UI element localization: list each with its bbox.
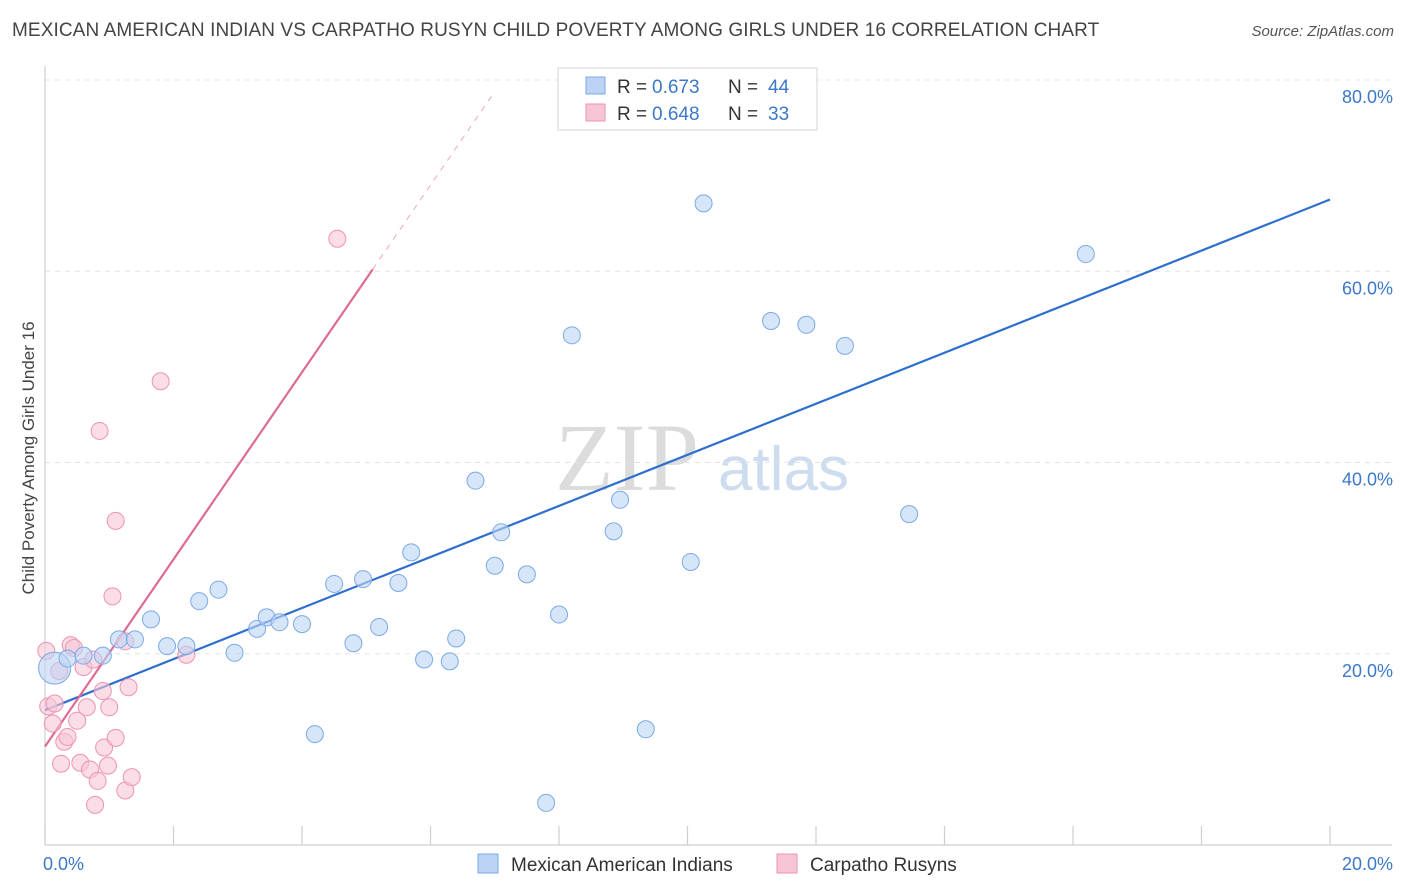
data-point xyxy=(492,523,511,542)
y-tick-label: 40.0% xyxy=(1342,470,1393,490)
data-point xyxy=(151,372,170,391)
data-point xyxy=(604,522,623,541)
y-axis-label: Child Poverty Among Girls Under 16 xyxy=(19,321,38,594)
legend-n-label: N = xyxy=(728,104,758,125)
y-tick-label: 20.0% xyxy=(1342,661,1393,681)
data-point xyxy=(86,795,105,814)
data-point xyxy=(125,630,144,649)
data-point xyxy=(106,728,125,747)
series-legend: Mexican American Indians Carpatho Rusyns xyxy=(477,853,957,876)
legend-swatch xyxy=(585,103,606,122)
series-legend-swatch xyxy=(477,853,499,874)
data-point xyxy=(68,711,87,730)
data-point xyxy=(103,587,122,606)
data-point xyxy=(88,771,107,790)
data-point xyxy=(98,756,117,775)
data-point xyxy=(328,229,347,248)
correlation-legend: R = 0.673 N = 44 R = 0.648 N = 33 xyxy=(557,67,818,131)
data-point xyxy=(142,610,161,629)
data-point xyxy=(354,570,373,589)
trend-line-extension xyxy=(372,91,496,270)
legend-r-label: R = xyxy=(617,104,647,125)
data-point xyxy=(45,694,64,713)
data-point xyxy=(177,637,196,656)
data-point xyxy=(248,619,267,638)
data-point xyxy=(93,682,112,701)
data-point xyxy=(415,650,434,669)
data-point xyxy=(835,336,854,355)
data-point xyxy=(636,720,655,739)
data-point xyxy=(440,652,459,671)
data-point xyxy=(209,580,228,599)
x-tick-label: 0.0% xyxy=(43,854,84,874)
watermark: ZIP atlas xyxy=(555,404,849,511)
data-point xyxy=(43,714,62,733)
legend-r-value: 0.673 xyxy=(652,77,700,98)
data-point xyxy=(562,326,581,345)
data-point xyxy=(122,768,141,787)
data-point xyxy=(58,649,77,668)
series-legend-label: Mexican American Indians xyxy=(511,855,733,876)
data-point xyxy=(74,646,93,665)
legend-swatch xyxy=(585,76,606,95)
x-tick-label: 20.0% xyxy=(1342,854,1393,874)
trend-line xyxy=(44,268,374,748)
data-point xyxy=(100,698,119,717)
data-point xyxy=(344,634,363,653)
data-point xyxy=(550,605,568,624)
legend-n-label: N = xyxy=(728,77,758,98)
grid xyxy=(45,79,1392,655)
y-tick-label: 60.0% xyxy=(1342,278,1393,298)
data-point xyxy=(93,646,112,665)
data-point xyxy=(681,552,700,571)
data-point xyxy=(190,592,209,611)
legend-n-value: 33 xyxy=(768,104,789,125)
data-point xyxy=(466,471,485,490)
data-points xyxy=(37,93,1095,814)
data-point xyxy=(158,637,177,656)
data-point xyxy=(106,511,125,530)
data-point xyxy=(370,617,389,636)
data-point xyxy=(95,738,114,757)
data-point xyxy=(58,727,77,746)
data-point xyxy=(517,565,536,584)
data-point xyxy=(109,630,128,649)
y-tick-label: 80.0% xyxy=(1342,87,1393,107)
data-point xyxy=(119,678,138,697)
data-point xyxy=(900,505,919,524)
series-legend-swatch xyxy=(776,853,798,874)
series-legend-label: Carpatho Rusyns xyxy=(810,855,957,876)
data-point xyxy=(762,311,781,330)
chart-source: Source: ZipAtlas.com xyxy=(1251,23,1394,40)
data-point xyxy=(694,194,713,213)
data-point xyxy=(225,643,244,662)
data-point xyxy=(90,421,109,440)
watermark-zip: ZIP xyxy=(555,404,699,511)
data-point xyxy=(537,793,556,812)
data-point xyxy=(389,573,408,592)
chart-title: MEXICAN AMERICAN INDIAN VS CARPATHO RUSY… xyxy=(12,20,1100,41)
data-point xyxy=(77,698,96,717)
data-point xyxy=(305,725,324,744)
axes: 20.0% 40.0% 60.0% 80.0% 0.0% 20.0% xyxy=(43,66,1393,874)
data-point xyxy=(611,490,630,509)
data-point xyxy=(325,574,344,593)
legend-n-value: 44 xyxy=(768,77,790,98)
data-point xyxy=(293,615,311,634)
data-point xyxy=(485,556,504,575)
data-point xyxy=(402,543,421,562)
data-point xyxy=(447,629,466,648)
watermark-atlas: atlas xyxy=(718,435,849,504)
data-point xyxy=(1076,245,1095,264)
trend-line xyxy=(44,198,1331,712)
data-point xyxy=(797,315,816,334)
data-point xyxy=(52,754,71,773)
legend-r-value: 0.648 xyxy=(652,104,700,125)
legend-r-label: R = xyxy=(617,77,647,98)
data-point xyxy=(270,613,289,632)
